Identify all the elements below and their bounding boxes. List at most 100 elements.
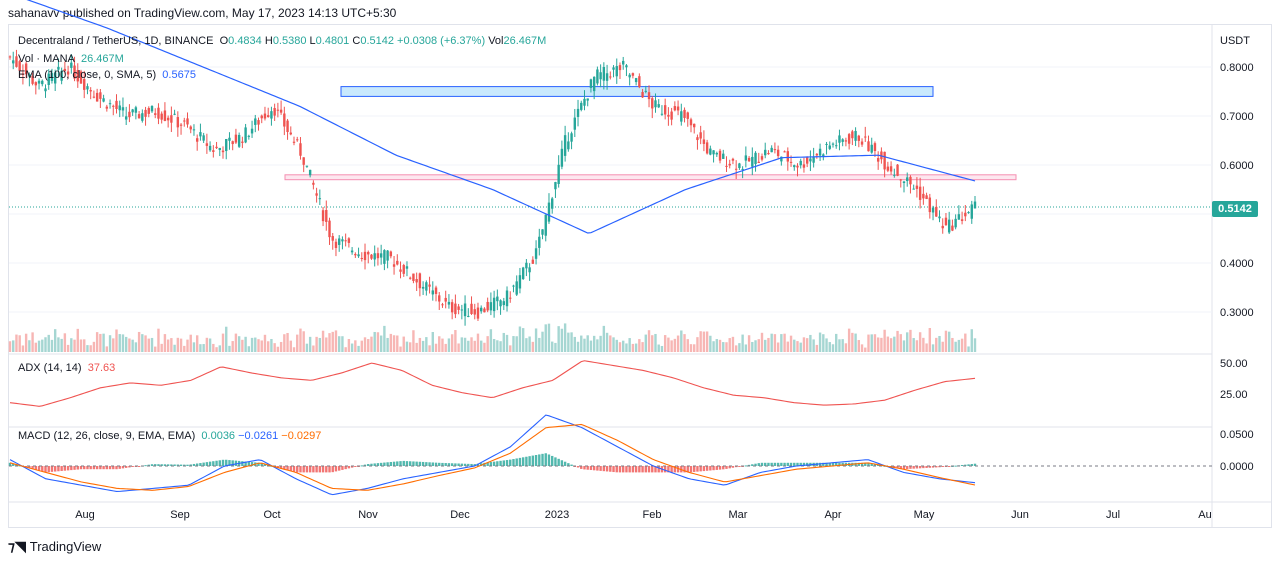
- volume-bar: [912, 338, 915, 352]
- candle-body: [405, 266, 409, 269]
- candle-body: [815, 153, 819, 156]
- volume-bar: [289, 340, 292, 352]
- volume-bar: [870, 334, 873, 352]
- candle-body: [305, 165, 309, 167]
- candle-body: [192, 129, 196, 131]
- candle-body: [864, 136, 867, 138]
- macd-hist-bar: [841, 462, 844, 466]
- macd-hist-bar: [279, 466, 283, 469]
- candle-body: [299, 143, 302, 156]
- candle-body: [583, 98, 586, 106]
- macd-hist-bar: [786, 462, 790, 466]
- candle-body: [415, 279, 418, 283]
- volume-bar: [128, 338, 131, 352]
- macd-hist-bar: [592, 466, 596, 471]
- macd-hist-bar: [673, 466, 677, 473]
- volume-bar: [915, 340, 919, 352]
- macd-hist-bar: [502, 460, 505, 466]
- footer-brand[interactable]: ⁊◥ TradingView: [8, 538, 101, 555]
- candle-body: [441, 304, 444, 306]
- macd-hist-bar: [166, 464, 170, 466]
- macd-hist-bar: [47, 466, 50, 473]
- macd-hist-bar: [234, 460, 238, 466]
- volume-bar: [147, 338, 150, 352]
- volume-bar: [396, 335, 399, 352]
- volume-bar: [596, 339, 599, 352]
- volume-bar: [612, 337, 615, 352]
- volume-bar: [589, 340, 593, 352]
- volume-bar: [279, 341, 283, 352]
- macd-hist-bar: [70, 466, 73, 471]
- candle-body: [63, 68, 67, 71]
- volume-bar: [602, 325, 606, 352]
- volume-bar: [683, 334, 686, 352]
- candle-body: [28, 74, 31, 77]
- macd-hist-bar: [163, 464, 167, 466]
- macd-hist-bar: [354, 466, 357, 467]
- candle-body: [86, 86, 89, 90]
- candle-body: [954, 218, 957, 228]
- macd-hist-bar: [912, 466, 915, 469]
- candle-body: [509, 297, 512, 299]
- candle-body: [886, 166, 890, 171]
- volume-bar: [315, 336, 318, 352]
- candle-body: [631, 73, 635, 76]
- macd-hist-bar: [967, 464, 970, 466]
- candle-body: [838, 135, 841, 143]
- candle-body: [215, 146, 218, 149]
- candle-body: [279, 109, 283, 113]
- macd-hist-bar: [909, 466, 912, 469]
- chart-frame[interactable]: [8, 24, 1272, 528]
- candle-body: [318, 198, 322, 200]
- volume-bar: [931, 344, 935, 352]
- macd-hist-bar: [599, 466, 602, 471]
- volume-bar: [731, 336, 735, 352]
- volume-bar: [960, 338, 964, 352]
- candle-body: [951, 225, 954, 231]
- candle-body: [870, 144, 873, 153]
- volume-bar: [841, 339, 844, 352]
- candle-body: [712, 150, 715, 155]
- candle-body: [470, 303, 473, 314]
- macd-hist-bar: [292, 466, 296, 472]
- macd-hist-bar: [115, 466, 118, 470]
- macd-hist-bar: [412, 461, 415, 466]
- macd-hist-bar: [473, 464, 476, 466]
- candle-body: [73, 65, 76, 79]
- volume-bar: [18, 335, 21, 352]
- volume-bar: [405, 341, 409, 352]
- volume-legend: Vol · MANA 26.467M: [18, 53, 124, 65]
- candle-body: [179, 124, 183, 126]
- volume-bar: [50, 339, 54, 352]
- volume-bar: [799, 342, 802, 352]
- macd-hist-bar: [409, 461, 412, 466]
- volume-bar: [499, 341, 502, 352]
- macd-hist-bar: [625, 466, 628, 473]
- candle-body: [651, 98, 654, 109]
- candle-body: [260, 115, 263, 119]
- volume-bar: [260, 340, 263, 352]
- macd-hist-bar: [663, 466, 667, 473]
- macd-hist-bar: [444, 463, 447, 466]
- macd-hist-bar: [857, 462, 861, 466]
- macd-hist-bar: [179, 464, 183, 466]
- macd-hist-bar: [347, 466, 351, 469]
- volume-bar: [247, 346, 251, 352]
- candle-body: [325, 210, 328, 222]
- candle-body: [857, 135, 861, 141]
- candle-body: [250, 128, 254, 134]
- candle-body: [918, 186, 922, 200]
- price-tick-label: 0.8000: [1220, 62, 1254, 74]
- macd-hist-bar: [28, 466, 31, 469]
- volume-bar: [925, 343, 928, 352]
- macd-hist-bar: [389, 461, 393, 466]
- macd-hist-bar: [544, 453, 547, 466]
- volume-bar: [34, 342, 38, 352]
- volume-bar: [644, 334, 648, 352]
- price-unit: USDT: [1220, 35, 1250, 47]
- candle-body: [379, 253, 383, 258]
- candle-body: [486, 301, 489, 311]
- candle-body: [434, 287, 438, 294]
- candle-body: [744, 155, 748, 161]
